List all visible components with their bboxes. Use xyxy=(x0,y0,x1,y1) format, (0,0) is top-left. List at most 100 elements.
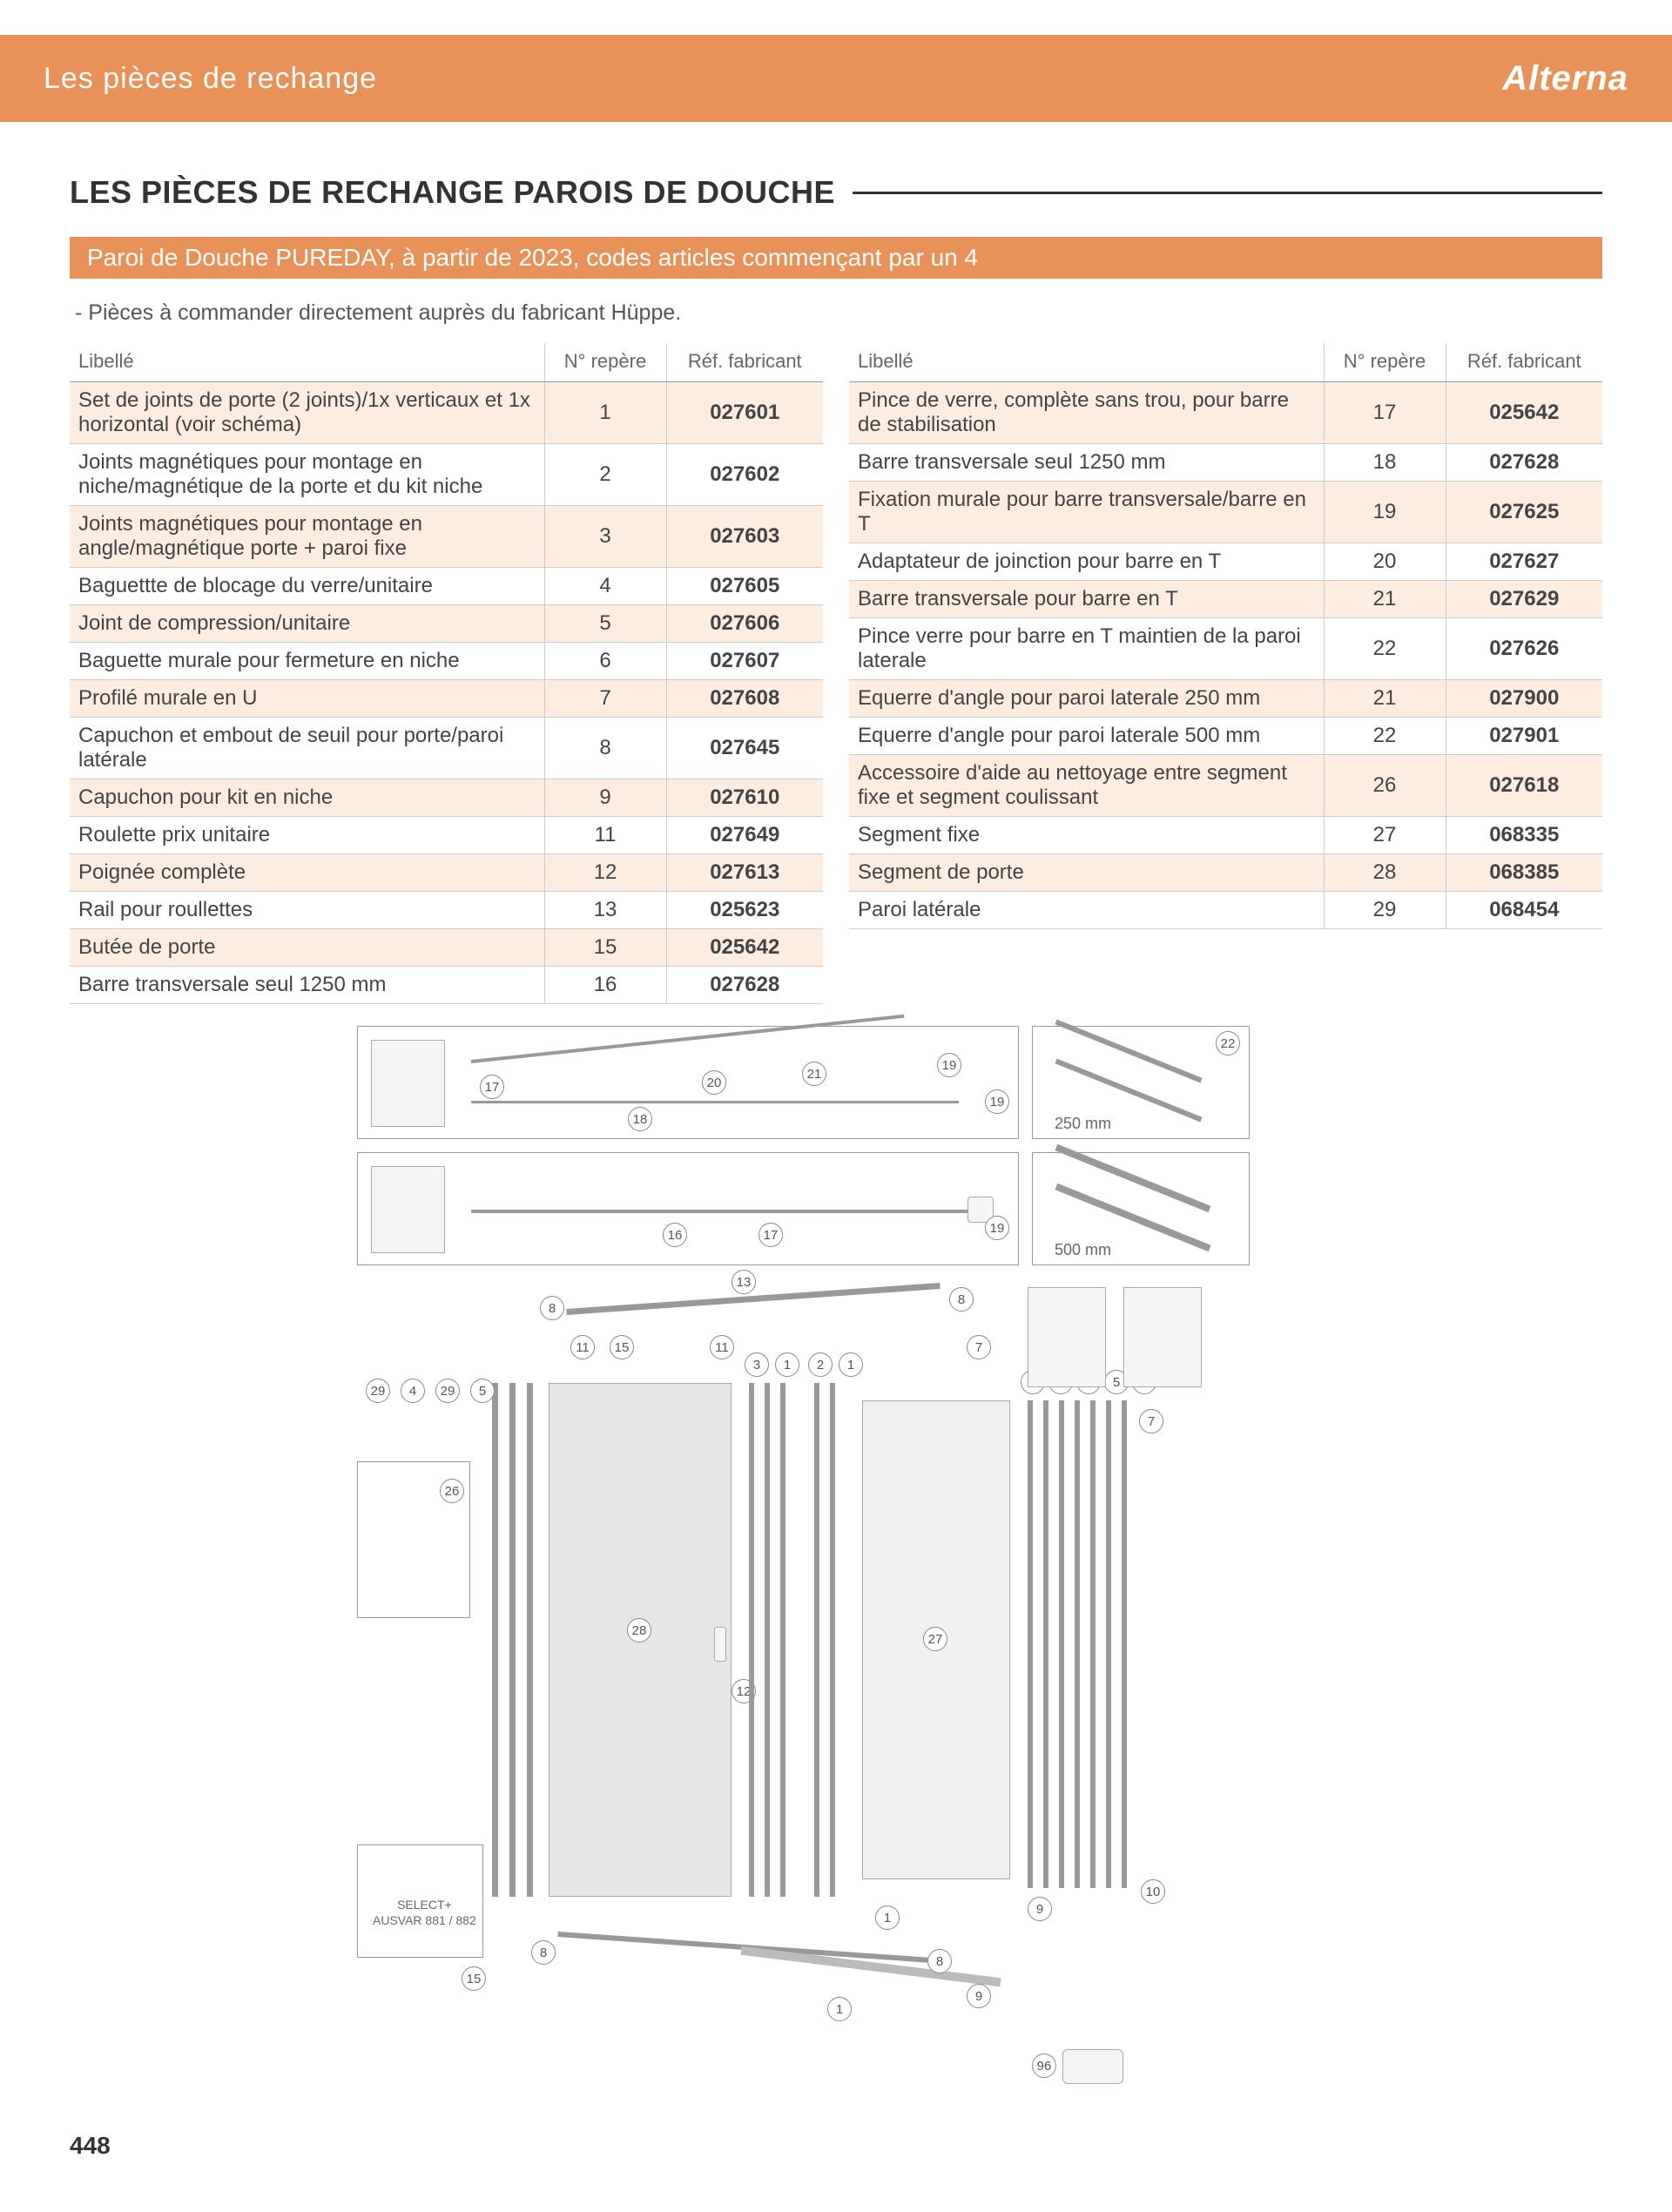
section-title: LES PIÈCES DE RECHANGE PAROIS DE DOUCHE xyxy=(70,174,853,211)
cell-repere: 2 xyxy=(544,444,666,506)
cell-libelle: Joints magnétiques pour montage en niche… xyxy=(70,444,544,506)
cell-libelle: Profilé murale en U xyxy=(70,680,544,718)
cell-repere: 27 xyxy=(1324,817,1446,854)
cell-libelle: Barre transversale pour barre en T xyxy=(849,581,1324,618)
table-row: Pince de verre, complète sans trou, pour… xyxy=(849,382,1602,444)
callout-21: 21 xyxy=(802,1062,826,1086)
cell-libelle: Rail pour roullettes xyxy=(70,892,544,929)
cell-repere: 26 xyxy=(1324,755,1446,817)
table-row: Poignée complète12027613 xyxy=(70,854,823,892)
callout-28: 28 xyxy=(627,1618,651,1642)
parts-table-left: Libellé N° repère Réf. fabricant Set de … xyxy=(70,343,823,1004)
table-row: Baguette murale pour fermeture en niche6… xyxy=(70,643,823,680)
callout-1c: 1 xyxy=(875,1905,900,1930)
callout-11b: 11 xyxy=(710,1335,734,1359)
cell-libelle: Barre transversale seul 1250 mm xyxy=(70,967,544,1004)
table-row: Joints magnétiques pour montage en niche… xyxy=(70,444,823,506)
cell-repere: 3 xyxy=(544,506,666,568)
table-row: Fixation murale pour barre transversale/… xyxy=(849,482,1602,543)
brand-logo: Alterna xyxy=(1502,59,1628,98)
callout-9b: 9 xyxy=(1028,1897,1052,1921)
cell-libelle: Joint de compression/unitaire xyxy=(70,605,544,643)
table-row: Adaptateur de joinction pour barre en T2… xyxy=(849,543,1602,581)
cell-ref: 068385 xyxy=(1446,854,1602,892)
table-row: Capuchon et embout de seuil pour porte/p… xyxy=(70,718,823,779)
page-number: 448 xyxy=(70,2132,1602,2160)
table-row: Set de joints de porte (2 joints)/1x ver… xyxy=(70,382,823,444)
cell-repere: 17 xyxy=(1324,382,1446,444)
table-row: Joints magnétiques pour montage en angle… xyxy=(70,506,823,568)
callout-20: 20 xyxy=(702,1070,726,1095)
table-row: Segment de porte28068385 xyxy=(849,854,1602,892)
cell-ref: 027628 xyxy=(666,967,823,1004)
cell-ref: 068454 xyxy=(1446,892,1602,929)
page-header: Les pièces de rechange Alterna xyxy=(0,35,1672,122)
parts-table-right: Libellé N° repère Réf. fabricant Pince d… xyxy=(849,343,1602,929)
cell-repere: 8 xyxy=(544,718,666,779)
cell-libelle: Equerre d'angle pour paroi laterale 500 … xyxy=(849,718,1324,755)
table-row: Barre transversale pour barre en T210276… xyxy=(849,581,1602,618)
callout-15b: 15 xyxy=(462,1966,486,1991)
cell-ref: 027901 xyxy=(1446,718,1602,755)
cell-libelle: Barre transversale seul 1250 mm xyxy=(849,444,1324,482)
cell-repere: 16 xyxy=(544,967,666,1004)
callout-9: 9 xyxy=(967,1984,991,2008)
cell-libelle: Butée de porte xyxy=(70,929,544,967)
cell-repere: 22 xyxy=(1324,718,1446,755)
callout-5a: 5 xyxy=(470,1379,495,1403)
cell-repere: 18 xyxy=(1324,444,1446,482)
callout-18: 18 xyxy=(628,1107,652,1131)
cell-libelle: Adaptateur de joinction pour barre en T xyxy=(849,543,1324,581)
table-row: Equerre d'angle pour paroi laterale 250 … xyxy=(849,680,1602,718)
col-header-libelle: Libellé xyxy=(849,343,1324,382)
col-header-repere: N° repère xyxy=(544,343,666,382)
cell-repere: 20 xyxy=(1324,543,1446,581)
callout-26: 26 xyxy=(440,1479,464,1503)
cell-ref: 027618 xyxy=(1446,755,1602,817)
cell-libelle: Capuchon pour kit en niche xyxy=(70,779,544,817)
cell-libelle: Baguettte de blocage du verre/unitaire xyxy=(70,568,544,605)
table-row: Profilé murale en U7027608 xyxy=(70,680,823,718)
callout-22: 22 xyxy=(1216,1031,1240,1055)
callout-8d: 8 xyxy=(531,1940,556,1965)
callout-8c: 8 xyxy=(927,1949,952,1973)
cell-repere: 29 xyxy=(1324,892,1446,929)
cell-ref: 068335 xyxy=(1446,817,1602,854)
table-row: Pince verre pour barre en T maintien de … xyxy=(849,618,1602,680)
callout-96: 96 xyxy=(1032,2054,1056,2078)
tables-container: Libellé N° repère Réf. fabricant Set de … xyxy=(70,343,1602,1004)
cell-repere: 21 xyxy=(1324,680,1446,718)
cell-libelle: Joints magnétiques pour montage en angle… xyxy=(70,506,544,568)
cell-repere: 6 xyxy=(544,643,666,680)
table-row: Barre transversale seul 1250 mm16027628 xyxy=(70,967,823,1004)
col-header-libelle: Libellé xyxy=(70,343,544,382)
table-row: Roulette prix unitaire11027649 xyxy=(70,817,823,854)
callout-4a: 4 xyxy=(401,1379,425,1403)
cell-ref: 027607 xyxy=(666,643,823,680)
cell-repere: 4 xyxy=(544,568,666,605)
cell-repere: 13 xyxy=(544,892,666,929)
cell-ref: 027606 xyxy=(666,605,823,643)
cell-ref: 025623 xyxy=(666,892,823,929)
callout-7a: 7 xyxy=(967,1335,991,1359)
cell-ref: 027628 xyxy=(1446,444,1602,482)
subtitle-bar: Paroi de Douche PUREDAY, à partir de 202… xyxy=(70,237,1602,279)
col-header-ref: Réf. fabricant xyxy=(666,343,823,382)
cell-libelle: Baguette murale pour fermeture en niche xyxy=(70,643,544,680)
exploded-diagram: 17 18 20 21 19 19 22 250 mm 16 17 xyxy=(70,1026,1602,2106)
intro-note: - Pièces à commander directement auprès … xyxy=(70,300,1602,326)
callout-17: 17 xyxy=(480,1075,504,1099)
cell-libelle: Pince de verre, complète sans trou, pour… xyxy=(849,382,1324,444)
cell-libelle: Capuchon et embout de seuil pour porte/p… xyxy=(70,718,544,779)
callout-1d: 1 xyxy=(827,1997,852,2021)
cell-repere: 22 xyxy=(1324,618,1446,680)
cell-repere: 7 xyxy=(544,680,666,718)
cell-ref: 027613 xyxy=(666,854,823,892)
cell-libelle: Accessoire d'aide au nettoyage entre seg… xyxy=(849,755,1324,817)
cell-ref: 027627 xyxy=(1446,543,1602,581)
table-row: Segment fixe27068335 xyxy=(849,817,1602,854)
callout-7: 7 xyxy=(1139,1409,1163,1433)
callout-29: 29 xyxy=(366,1379,390,1403)
callout-29b: 29 xyxy=(435,1379,460,1403)
table-row: Accessoire d'aide au nettoyage entre seg… xyxy=(849,755,1602,817)
